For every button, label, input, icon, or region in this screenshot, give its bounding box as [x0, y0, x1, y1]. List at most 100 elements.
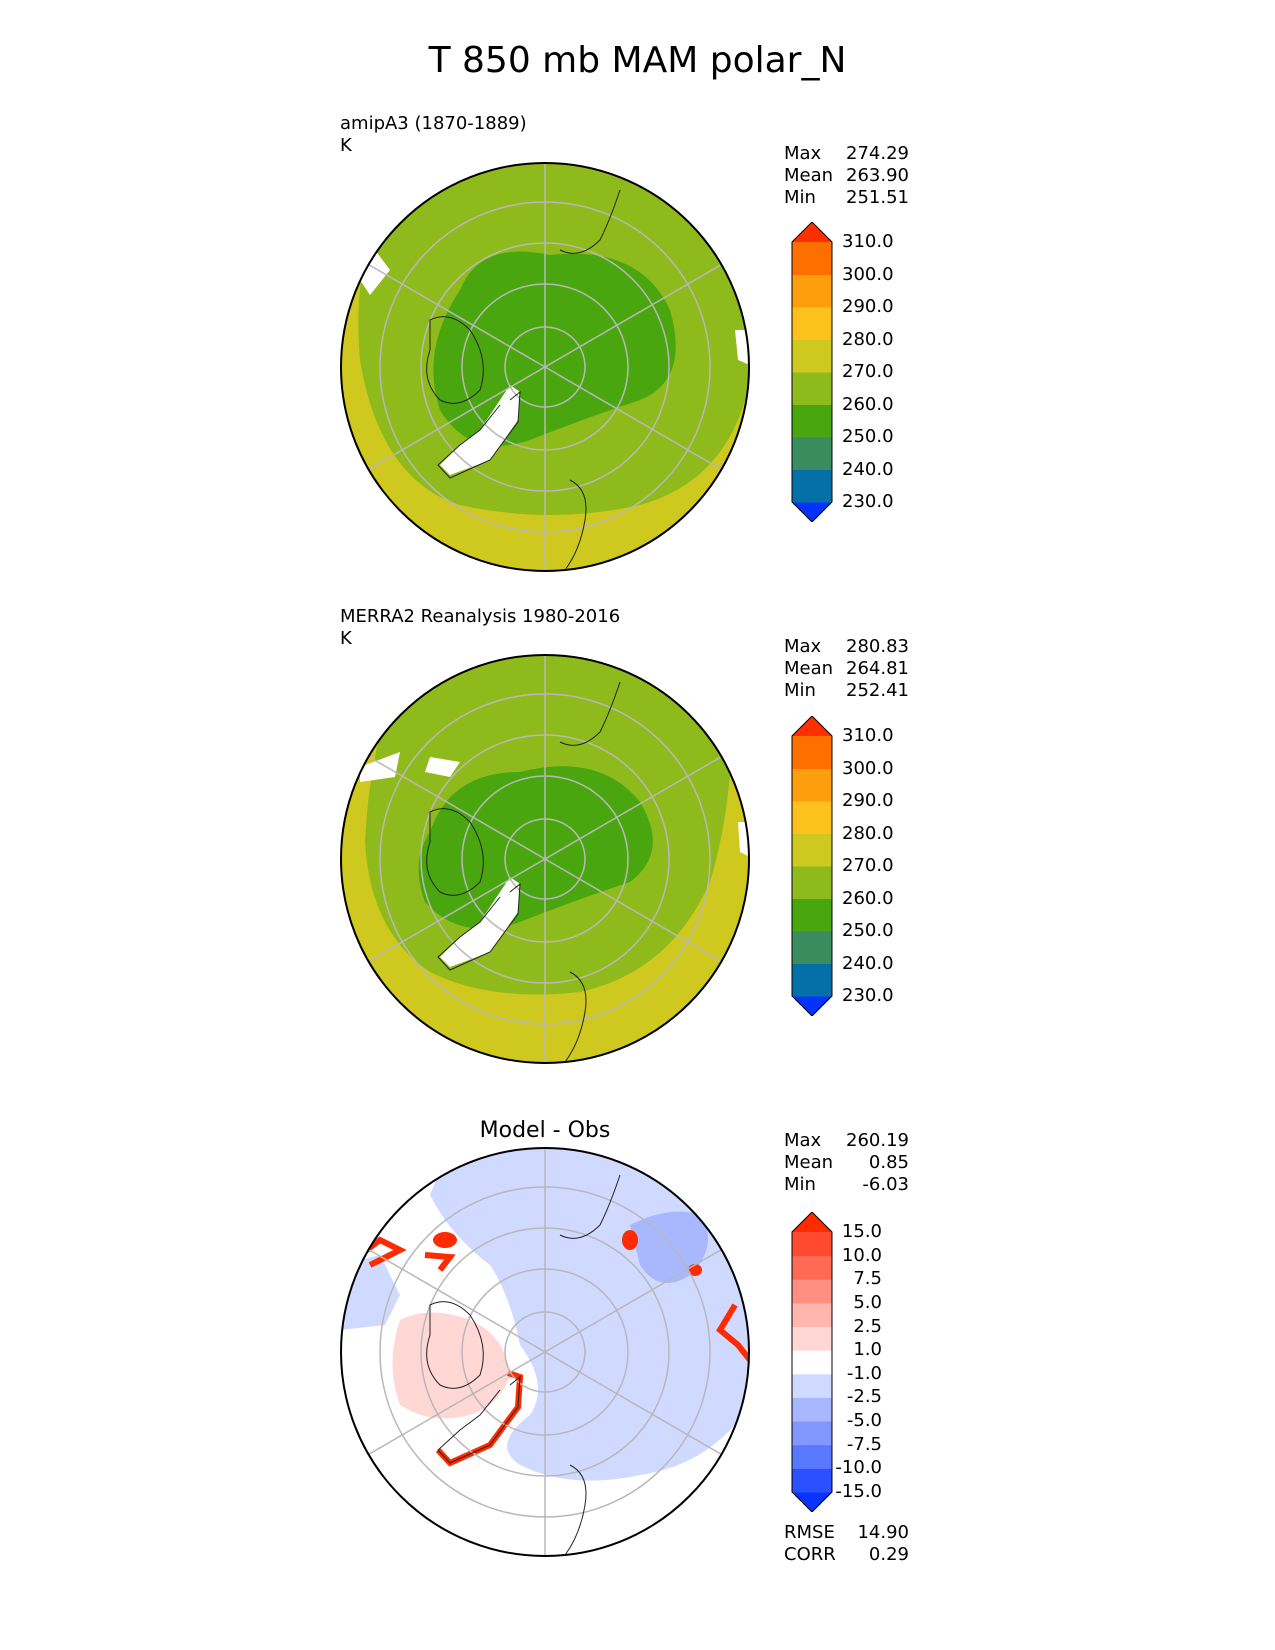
polar-map-diff [340, 1147, 750, 1557]
map-field-minus2p5-minus5 [630, 1211, 708, 1283]
map-missing-west [360, 752, 400, 782]
colorbar-tick-label: 280.0 [842, 328, 894, 350]
colorbar-tick-label: 230.0 [842, 985, 894, 1006]
colorbar-test: 230.0 240.0 250.0 260.0 270.0 280.0 290.0 300.0… [790, 221, 922, 523]
map-coastlines [426, 681, 621, 1063]
colorbar-swatch [792, 274, 832, 308]
stat-label: Min [784, 680, 816, 701]
stats-ref: Max 280.83 Mean 264.81 Min 252.41 [784, 636, 909, 702]
colorbar-swatch [792, 768, 832, 802]
panel-units-test: K [340, 135, 352, 156]
colorbar-tick-label: 1.0 [853, 1339, 882, 1361]
colorbar-swatch [792, 866, 832, 899]
colorbar-swatch [792, 1421, 832, 1446]
metric-rmse: RMSE 14.90 [784, 1522, 909, 1544]
stat-value: 251.51 [846, 187, 909, 208]
colorbar-swatch [792, 469, 832, 503]
stat-mean: Mean 263.90 [784, 165, 909, 187]
map-missing-nw [425, 757, 460, 777]
stat-label: Mean [784, 658, 834, 679]
colorbar-swatch [792, 242, 832, 275]
colorbar-swatch [792, 222, 832, 242]
colorbar-tick-label: 310.0 [842, 231, 894, 252]
metric-value: 14.90 [857, 1522, 909, 1543]
stats-test: Max 274.29 Mean 263.90 Min 251.51 [784, 143, 909, 209]
stat-max: Max 280.83 [784, 636, 909, 658]
colorbar-tick-label: 7.5 [853, 1268, 882, 1290]
panel-title-test: amipA3 (1870-1889) K [340, 113, 527, 157]
colorbar-ref-labels: 230.0 240.0 250.0 260.0 270.0 280.0 290.0 300.0… [842, 716, 922, 1016]
colorbar-tick-label: 260.0 [842, 393, 894, 415]
colorbar-tick-label: 290.0 [842, 790, 894, 811]
colorbar-tick-label: 2.5 [853, 1315, 882, 1337]
colorbar-swatch [792, 307, 832, 340]
panel-title-ref-line1: MERRA2 Reanalysis 1980-2016 [340, 606, 621, 627]
colorbar-swatch [792, 1492, 832, 1512]
colorbar-swatch [792, 801, 832, 834]
polar-map-ref [340, 654, 750, 1064]
colorbar-tick-label: -1.0 [846, 1362, 882, 1384]
metric-corr: CORR 0.29 [784, 1544, 909, 1566]
metrics-diff: RMSE 14.90 CORR 0.29 [784, 1522, 909, 1566]
metric-label: RMSE [784, 1522, 835, 1543]
colorbar-swatch [792, 1326, 832, 1351]
stat-value: 280.83 [846, 636, 909, 657]
polar-map-test [340, 162, 750, 572]
colorbar-tick-label: 300.0 [842, 757, 894, 779]
stat-max: Max 274.29 [784, 143, 909, 165]
map-blobs-extreme [433, 1230, 702, 1276]
stat-mean: Mean 0.85 [784, 1152, 909, 1174]
figure-title: T 850 mb MAM polar_N [428, 40, 847, 81]
panel-units-ref: K [340, 628, 352, 649]
map-boundary [340, 654, 750, 1064]
colorbar-swatch [792, 898, 832, 932]
colorbar-diff-swatches [791, 1211, 833, 1513]
colorbar-swatch [792, 963, 832, 997]
colorbar-swatch [792, 1468, 832, 1493]
colorbar-swatch [792, 833, 832, 867]
colorbar-swatch [792, 1232, 832, 1257]
colorbar-tick-label: -5.0 [846, 1410, 882, 1432]
colorbar-diff-labels: -15.0 -10.0 -7.5 -5.0 -2.5 -1.0 1.0 2.5 5.0 7.5 10… [835, 1212, 920, 1512]
map-coastlines [426, 1174, 621, 1556]
colorbar-swatch [792, 404, 832, 438]
map-boundary [340, 162, 750, 572]
stat-value: 274.29 [846, 143, 909, 164]
colorbar-tick-label: 270.0 [842, 361, 894, 382]
map-boundary [340, 1147, 750, 1557]
metric-value: 0.29 [868, 1544, 909, 1565]
stat-label: Mean [784, 1152, 834, 1173]
colorbar-tick-label: 300.0 [842, 263, 894, 285]
colorbar-tick-label: 250.0 [842, 426, 894, 447]
colorbar-swatch [792, 372, 832, 405]
colorbar-swatch [792, 931, 832, 964]
stat-label: Max [784, 143, 822, 164]
colorbar-swatch [792, 1397, 832, 1422]
stat-label: Max [784, 636, 822, 657]
stat-value: -6.03 [862, 1174, 909, 1195]
stat-label: Min [784, 187, 816, 208]
colorbar-tick-label: 240.0 [842, 952, 894, 974]
colorbar-tick-label: 5.0 [853, 1291, 882, 1313]
colorbar-tick-label: -7.5 [846, 1433, 882, 1455]
colorbar-swatch [792, 1373, 832, 1398]
panel-title-ref: MERRA2 Reanalysis 1980-2016 K [340, 606, 620, 650]
colorbar-diff: -15.0 -10.0 -7.5 -5.0 -2.5 -1.0 1.0 2.5 5.0 7.5 10… [790, 1211, 920, 1513]
colorbar-swatch [792, 1212, 832, 1232]
colorbar-tick-label: -15.0 [835, 1481, 882, 1502]
panel-title-diff: Model - Obs [479, 1118, 611, 1143]
colorbar-tick-label: 270.0 [842, 855, 894, 876]
colorbar-swatch [792, 1444, 832, 1469]
stat-value: 0.85 [868, 1152, 909, 1173]
colorbar-swatch [792, 339, 832, 373]
panel-title-test-line1: amipA3 (1870-1889) [340, 113, 527, 134]
metric-label: CORR [784, 1544, 836, 1565]
colorbar-swatch [792, 1279, 832, 1304]
colorbar-test-labels: 230.0 240.0 250.0 260.0 270.0 280.0 290.0 300.0… [842, 222, 922, 522]
colorbar-tick-label: 10.0 [841, 1244, 882, 1266]
colorbar-swatch [792, 736, 832, 769]
colorbar-tick-label: 280.0 [842, 822, 894, 844]
colorbar-swatch [792, 716, 832, 736]
stat-mean: Mean 264.81 [784, 658, 909, 680]
map-coastlines [426, 189, 621, 571]
